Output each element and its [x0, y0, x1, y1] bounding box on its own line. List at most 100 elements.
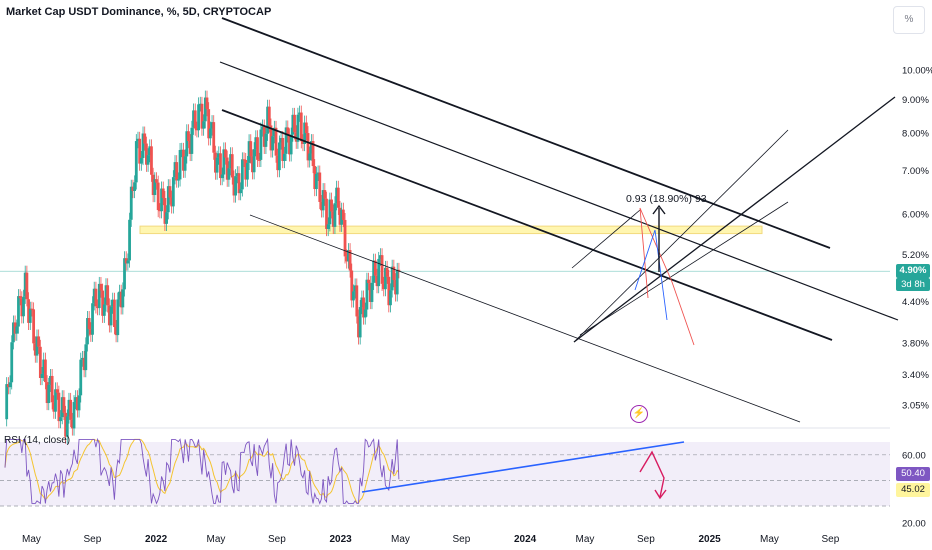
- candle-body: [114, 327, 118, 336]
- candle-body: [246, 162, 249, 180]
- candle-body: [301, 141, 305, 144]
- candle-body: [274, 127, 278, 156]
- chart-title: Market Cap USDT Dominance, %, 5D, CRYPTO…: [6, 6, 272, 18]
- candle-body: [91, 303, 94, 335]
- candle-body: [289, 134, 293, 155]
- candle-body: [113, 299, 116, 328]
- candle-body: [69, 399, 73, 420]
- candle-body: [390, 266, 394, 291]
- candle-body: [182, 149, 185, 171]
- price-axis-label: 7.00%: [902, 166, 929, 177]
- candle-body: [323, 190, 327, 199]
- candle-body: [281, 138, 285, 161]
- candle-body: [136, 138, 140, 142]
- candle-body: [74, 397, 78, 403]
- candle-body: [27, 299, 30, 323]
- lightning-icon[interactable]: ⚡: [630, 405, 648, 423]
- candle-body: [375, 275, 379, 287]
- candle-body: [160, 188, 163, 212]
- candle-body: [298, 112, 301, 115]
- candle-body: [166, 186, 170, 213]
- candle-body: [215, 157, 219, 173]
- candle-body: [240, 159, 244, 190]
- measure-arrowhead: [652, 204, 666, 215]
- price-pane: [0, 0, 890, 428]
- time-axis-label: May: [207, 534, 226, 545]
- candle-body: [397, 269, 401, 272]
- candle-body: [17, 296, 20, 327]
- candle-body: [294, 132, 298, 142]
- candle-body: [92, 288, 96, 304]
- candle-body: [62, 397, 66, 413]
- time-axis-label: 2024: [514, 534, 537, 545]
- candle-body: [28, 308, 32, 323]
- candle-body: [343, 219, 347, 257]
- candle-body: [348, 250, 352, 271]
- rsi-arrowhead: [654, 489, 667, 500]
- candle-body: [328, 199, 332, 225]
- candle-body: [208, 128, 212, 139]
- candle-body: [124, 258, 128, 264]
- candle-body: [378, 255, 382, 259]
- candle-body: [197, 104, 200, 131]
- candle-body: [313, 166, 317, 190]
- candle-body: [370, 282, 374, 302]
- candle-body: [389, 290, 392, 306]
- candle-body: [37, 336, 41, 347]
- percent-scale-button[interactable]: %: [893, 6, 925, 34]
- candle-body: [67, 399, 71, 417]
- time-axis-label: 2022: [145, 534, 168, 545]
- candle-body: [382, 283, 386, 290]
- candle-body: [244, 159, 248, 180]
- candle-body: [33, 343, 37, 356]
- candle-body: [35, 336, 39, 356]
- candle-body: [212, 122, 216, 153]
- candle-body: [18, 296, 22, 299]
- candle-body: [161, 188, 165, 199]
- candle-body: [102, 304, 106, 316]
- candle-body: [119, 291, 123, 308]
- candle-body: [202, 121, 206, 129]
- candle-body: [176, 179, 180, 181]
- price-axis-label: 9.00%: [902, 95, 929, 106]
- candle-body: [230, 154, 234, 178]
- candle-body: [225, 157, 229, 180]
- candle-body: [178, 150, 182, 180]
- candle-body: [30, 308, 34, 310]
- candle-body: [55, 389, 59, 393]
- candle-body: [326, 224, 330, 229]
- candle-body: [38, 346, 42, 379]
- candle-body: [50, 375, 54, 403]
- candle-body: [392, 266, 396, 281]
- candle-body: [262, 126, 266, 147]
- candle-body: [207, 109, 211, 139]
- channel-mid-line: [219, 61, 899, 321]
- candle-body: [336, 187, 340, 208]
- candle-body: [45, 382, 49, 404]
- candle-body: [57, 392, 61, 422]
- candle-body: [345, 256, 349, 262]
- rising-short-line: [571, 209, 641, 269]
- candle-body: [338, 207, 342, 225]
- candle-body: [377, 258, 381, 287]
- candle-body: [77, 395, 81, 411]
- candle-body: [279, 138, 283, 143]
- candle-body: [47, 384, 51, 404]
- candle-body: [309, 141, 313, 154]
- candle-body: [23, 272, 27, 297]
- candle-body: [6, 384, 10, 388]
- candle-body: [362, 297, 365, 318]
- candle-body: [49, 375, 52, 385]
- candle-body: [168, 186, 172, 198]
- candle-body: [195, 128, 199, 131]
- price-axis-label: 8.00%: [902, 128, 929, 139]
- candle-body: [203, 97, 207, 122]
- candle-body: [171, 177, 175, 207]
- candle-body: [316, 172, 320, 174]
- bearish-projection-red: [639, 207, 695, 346]
- time-axis-label: Sep: [268, 534, 286, 545]
- candle-body: [200, 103, 204, 129]
- candle-body: [143, 133, 147, 144]
- time-axis-label: May: [391, 534, 410, 545]
